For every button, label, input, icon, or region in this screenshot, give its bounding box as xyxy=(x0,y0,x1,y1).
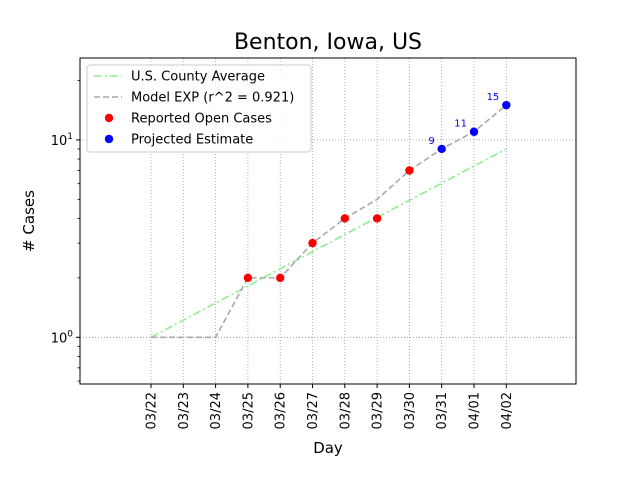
x-tick-label: 03/31 xyxy=(435,392,450,429)
data-point xyxy=(276,273,285,283)
data-point xyxy=(308,238,317,248)
legend-label: Model EXP (r^2 = 0.921) xyxy=(131,91,294,106)
y-axis-ticks: 100 101 xyxy=(51,80,80,382)
y-tick-label: 100 xyxy=(51,329,74,346)
x-tick-label: 04/02 xyxy=(500,392,515,429)
x-tick-label: 03/22 xyxy=(145,392,160,429)
series-layer: 9 11 15 xyxy=(150,92,511,339)
data-point xyxy=(502,100,511,110)
plot-frame xyxy=(79,57,577,385)
series-1 xyxy=(151,104,507,339)
x-axis-label: Day xyxy=(313,439,343,457)
data-point xyxy=(469,127,479,136)
x-tick-label: 03/29 xyxy=(371,392,386,429)
y-tick-label: 101 xyxy=(51,132,73,149)
series-0 xyxy=(150,148,507,339)
legend-label: U.S. County Average xyxy=(131,70,265,85)
series-line xyxy=(151,104,507,339)
chart-title: Benton, Iowa, US xyxy=(234,30,422,55)
data-point xyxy=(405,166,414,175)
x-tick-label: 03/25 xyxy=(241,392,256,429)
x-tick-label: 03/30 xyxy=(403,392,418,429)
data-label: 9 xyxy=(428,136,434,147)
data-label: 11 xyxy=(454,119,467,130)
x-tick-label: 03/27 xyxy=(306,392,321,429)
data-label: 15 xyxy=(487,92,500,103)
data-point xyxy=(372,214,382,223)
x-tick-label: 03/24 xyxy=(209,392,224,429)
legend-label: Projected Estimate xyxy=(131,133,253,148)
series-line xyxy=(150,148,507,339)
legend-box xyxy=(86,64,312,153)
x-tick-label: 03/23 xyxy=(177,392,192,429)
series-3: 9 11 15 xyxy=(428,92,511,154)
legend: U.S. County Average Model EXP (r^2 = 0.92… xyxy=(86,64,312,153)
legend-marker xyxy=(104,113,114,123)
x-axis-ticks: 03/22 03/23 03/24 03/25 03/26 03/27 03/28 03/29… xyxy=(145,384,515,429)
data-point xyxy=(340,214,349,223)
data-point xyxy=(437,144,446,154)
legend-label: Reported Open Cases xyxy=(131,112,272,127)
y-axis-label: # Cases xyxy=(20,190,38,252)
x-tick-label: 03/26 xyxy=(274,392,289,429)
data-point xyxy=(243,273,253,283)
x-tick-label: 04/01 xyxy=(468,392,483,429)
x-tick-label: 03/28 xyxy=(338,392,353,429)
series-2 xyxy=(243,166,414,283)
legend-marker xyxy=(104,134,114,144)
